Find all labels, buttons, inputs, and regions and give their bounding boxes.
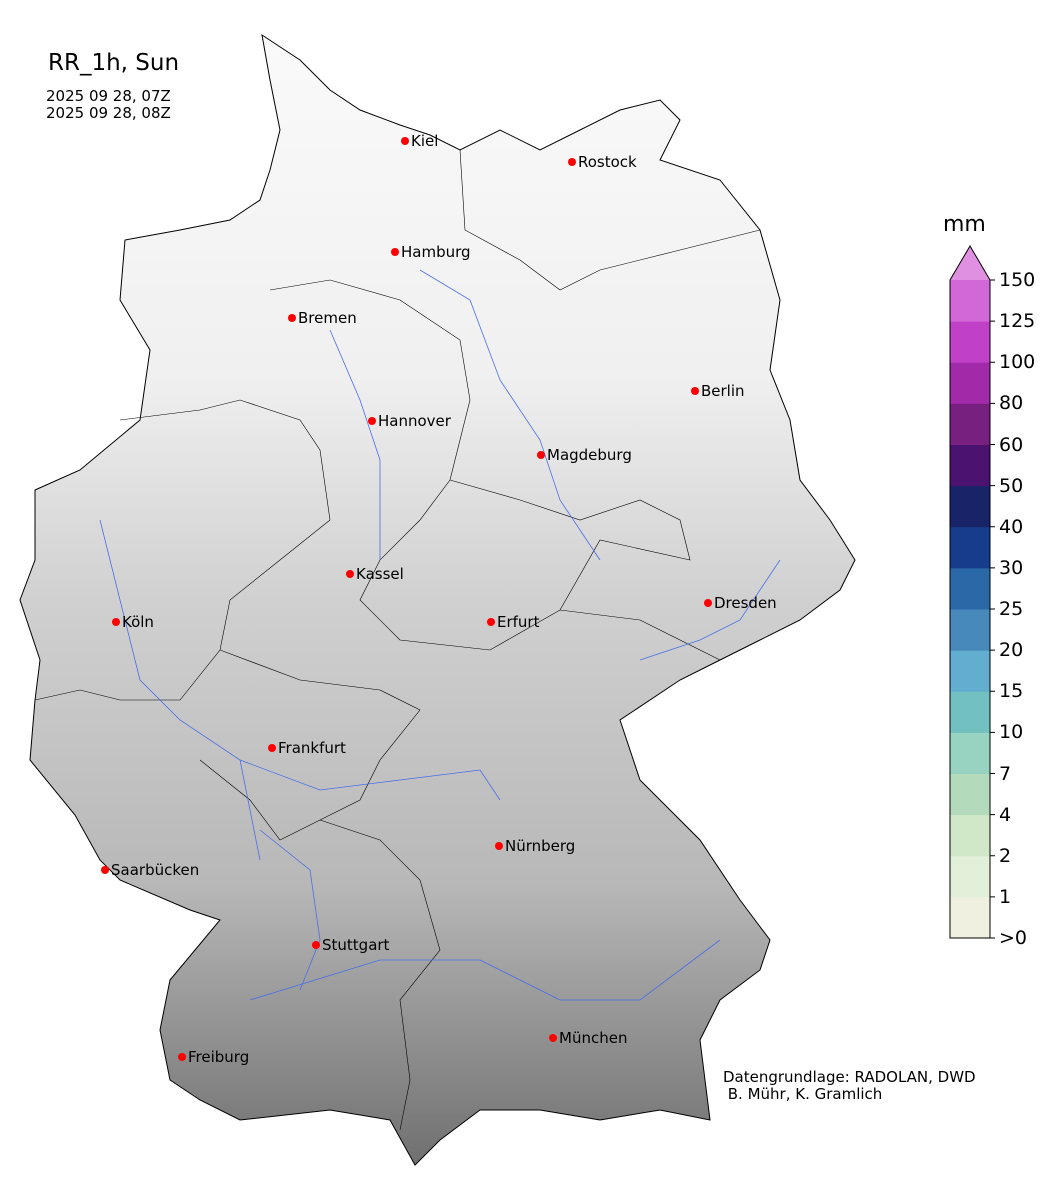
- colorbar-tick-label: 60: [999, 433, 1024, 456]
- colorbar: [949, 245, 995, 939]
- colorbar-unit: mm: [943, 212, 986, 237]
- city-marker: [704, 599, 712, 607]
- city-label: Berlin: [701, 382, 745, 400]
- colorbar-bin: [950, 732, 990, 774]
- city-label: Hamburg: [401, 243, 471, 261]
- colorbar-extend-arrow: [950, 246, 990, 280]
- colorbar-bin: [950, 526, 990, 569]
- city-label: Stuttgart: [322, 936, 390, 954]
- colorbar-tick-label: 4: [999, 803, 1012, 826]
- city-label: Dresden: [714, 594, 777, 612]
- colorbar-tick-label: 80: [999, 392, 1024, 415]
- city-label: Bremen: [298, 309, 357, 327]
- city-markers: Kiel Rostock Hamburg Bremen Berlin Hannover Ma…: [101, 132, 777, 1066]
- colorbar-bin: [950, 485, 990, 528]
- colorbar-bin: [950, 444, 990, 487]
- colorbar-tick-label: 40: [999, 515, 1024, 538]
- map-title: RR_1h, Sun: [48, 50, 180, 76]
- colorbar-tick-label: 150: [999, 269, 1036, 291]
- time-start: 2025 09 28, 07Z: [46, 87, 171, 105]
- colorbar-tick-label: 50: [999, 474, 1024, 497]
- city-marker: [691, 387, 699, 395]
- city-marker: [268, 744, 276, 752]
- colorbar-bin: [950, 650, 990, 692]
- colorbar-frame: [949, 245, 991, 939]
- colorbar-bin: [950, 280, 990, 322]
- city-marker: [178, 1053, 186, 1061]
- city-marker: [112, 618, 120, 626]
- colorbar-bin: [950, 321, 990, 363]
- city-label: Kiel: [411, 132, 438, 150]
- city-marker: [568, 158, 576, 166]
- colorbar-bin: [950, 609, 990, 651]
- city-marker: [487, 618, 495, 626]
- city-label: München: [559, 1029, 627, 1047]
- colorbar-tick-label: 15: [999, 680, 1024, 703]
- city-label: Kassel: [356, 565, 404, 583]
- city-marker: [495, 842, 503, 850]
- city-label: Freiburg: [188, 1048, 249, 1066]
- rivers: [99, 269, 781, 1001]
- colorbar-bin: [950, 403, 990, 445]
- colorbar-bin: [950, 567, 990, 610]
- colorbar-tick-label: 10: [999, 721, 1024, 744]
- city-label: Hannover: [378, 412, 452, 430]
- city-label: Erfurt: [497, 613, 540, 631]
- city-marker: [391, 248, 399, 256]
- city-marker: [288, 314, 296, 322]
- colorbar-bin: [950, 362, 990, 404]
- colorbar-bin: [950, 691, 990, 733]
- city-marker: [346, 570, 354, 578]
- colorbar-tick-label: 125: [999, 310, 1036, 333]
- city-marker: [312, 941, 320, 949]
- time-end: 2025 09 28, 08Z: [46, 104, 171, 122]
- state-borders: [34, 149, 761, 1131]
- colorbar-tick-label: 7: [999, 762, 1012, 785]
- colorbar-bin: [950, 814, 990, 857]
- city-label: Magdeburg: [547, 446, 632, 464]
- city-label: Rostock: [578, 153, 637, 171]
- colorbar-bin: [950, 896, 990, 939]
- city-label: Köln: [122, 613, 154, 631]
- colorbar-tick-label: 100: [999, 351, 1036, 374]
- colorbar-tick-label: 20: [999, 639, 1024, 662]
- colorbar-tick-label: 2: [999, 844, 1012, 867]
- colorbar-tick-label: 1: [999, 885, 1012, 908]
- city-marker: [368, 417, 376, 425]
- colorbar-bin: [950, 855, 990, 898]
- credit-text: Datengrundlage: RADOLAN, DWD B. Mühr, K.…: [723, 1068, 976, 1103]
- city-label: Saarbücken: [111, 861, 199, 879]
- city-label: Frankfurt: [278, 739, 346, 757]
- city-marker: [101, 866, 109, 874]
- city-label: Nürnberg: [505, 837, 575, 855]
- germany-outline: [19, 33, 856, 1166]
- colorbar-tick-label: >0: [999, 927, 1028, 949]
- colorbar-tick-label: 30: [999, 556, 1024, 579]
- city-marker: [537, 451, 545, 459]
- colorbar-tick-label: 25: [999, 598, 1024, 620]
- city-marker: [401, 137, 409, 145]
- city-marker: [549, 1034, 557, 1042]
- colorbar-bin: [950, 773, 990, 816]
